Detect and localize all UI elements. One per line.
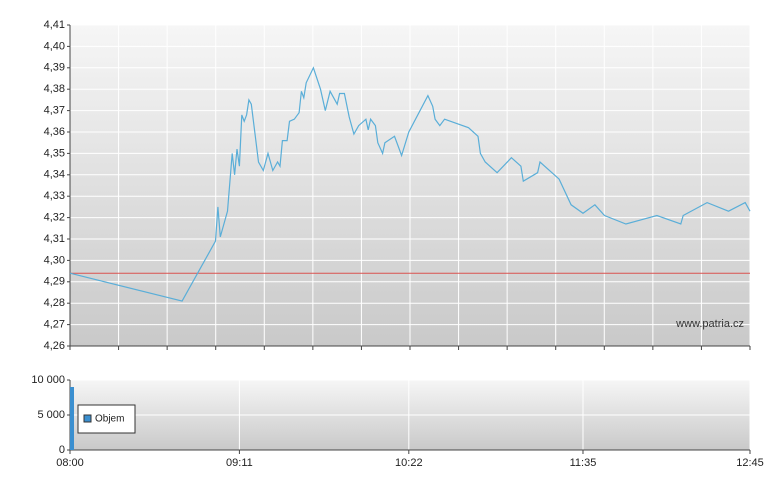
y-tick-label: 4,29 — [44, 276, 65, 288]
volume-bar — [70, 387, 74, 450]
y-tick-label: 4,26 — [44, 340, 65, 352]
x-tick-label: 09:11 — [226, 457, 253, 469]
price-line — [69, 66, 751, 302]
x-tick-label: 08:00 — [56, 457, 84, 469]
y-tick-label: 4,40 — [44, 40, 65, 52]
y-tick-label: 4,28 — [44, 297, 65, 309]
y-tick-label: 4,35 — [44, 147, 65, 159]
y-tick-label: 4,32 — [44, 212, 65, 224]
y-tick-label: 4,38 — [44, 83, 65, 95]
y-tick-label: 4,36 — [44, 126, 65, 138]
y-tick-label: 4,34 — [44, 169, 65, 181]
y-tick-label: 4,27 — [44, 319, 65, 331]
watermark: www.patria.cz — [675, 318, 744, 330]
y-tick-label: 4,37 — [44, 105, 65, 117]
y-tick-label: 0 — [59, 444, 65, 456]
y-tick-label: 5 000 — [37, 409, 65, 421]
legend: Objem — [77, 404, 136, 434]
x-tick-label: 12:45 — [736, 457, 764, 469]
legend-swatch — [83, 414, 92, 423]
y-tick-label: 4,39 — [44, 62, 65, 74]
x-tick-label: 10:22 — [395, 457, 423, 469]
x-tick-label: 11:35 — [570, 457, 597, 469]
legend-label: Objem — [95, 414, 124, 425]
y-tick-label: 4,33 — [44, 190, 65, 202]
y-tick-label: 4,31 — [44, 233, 65, 245]
y-tick-label: 4,41 — [44, 19, 65, 31]
y-tick-label: 10 000 — [31, 374, 65, 386]
y-tick-label: 4,30 — [44, 254, 65, 266]
